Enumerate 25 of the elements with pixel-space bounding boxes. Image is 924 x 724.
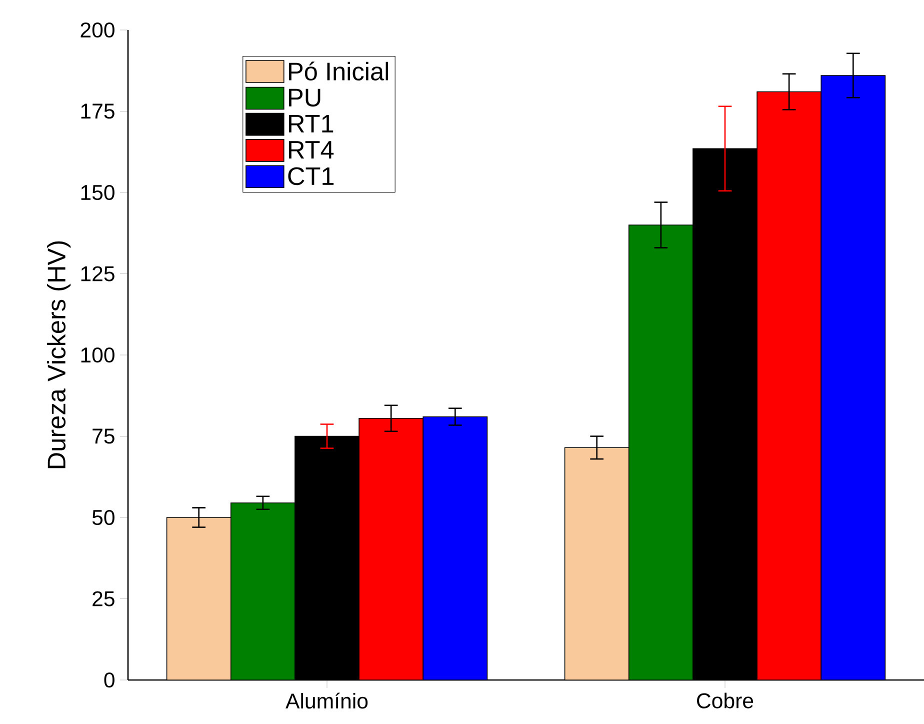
x-tick-label: Alumínio [286, 692, 368, 709]
y-axis-title: Dureza Vickers (HV) [46, 241, 71, 468]
y-tick-label: 0 [104, 672, 114, 688]
legend-label: RT4 [289, 141, 334, 159]
bar [756, 91, 822, 680]
legend-label: CT1 [288, 167, 334, 186]
bar [422, 416, 488, 680]
bar [628, 224, 694, 680]
y-tick-label: 125 [81, 266, 114, 282]
bar [166, 517, 232, 680]
y-tick-label: 25 [92, 591, 114, 606]
legend-label: PU [289, 88, 320, 107]
bar [564, 447, 630, 680]
bar [820, 75, 886, 680]
bar [358, 418, 424, 680]
y-tick-label: 150 [81, 184, 114, 200]
x-tick-label: Cobre [697, 692, 754, 708]
legend-label: Pó Inicial [289, 62, 388, 80]
y-tick-label: 75 [92, 428, 114, 444]
legend-label: RT1 [289, 115, 334, 132]
y-tick-label: 100 [81, 347, 114, 363]
bar [230, 502, 296, 680]
y-tick-label: 175 [81, 104, 114, 119]
y-tick-label: 200 [80, 22, 114, 38]
y-tick-label: 50 [92, 510, 114, 526]
